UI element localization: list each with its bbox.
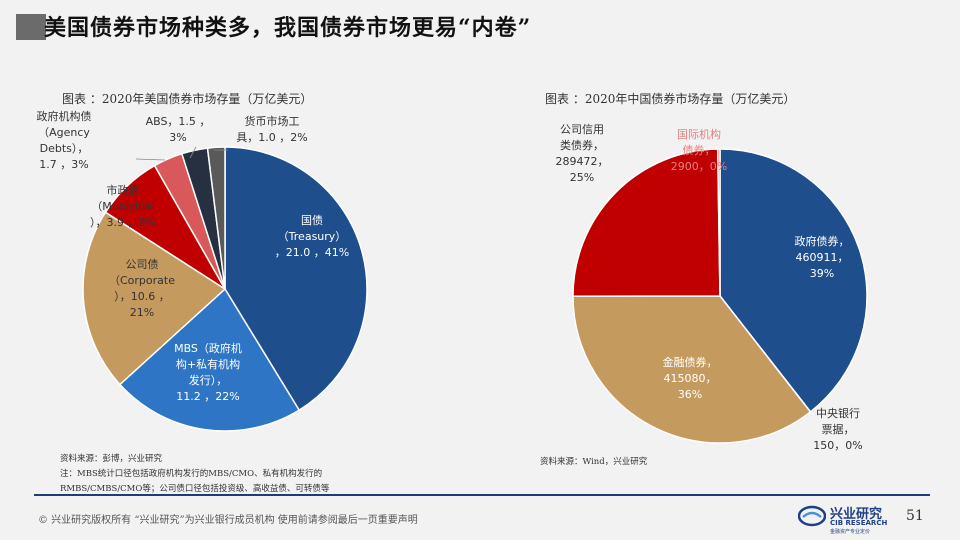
us-slice-label-4: 政府机构债（Agency Debts）， 1.7 ，3% [37, 109, 92, 171]
footer-divider [34, 494, 930, 496]
us-pie-slice-0 [224, 146, 368, 412]
us-pie-slice-1 [118, 287, 301, 432]
cn-slice-label-4: 国际机构债券， 2900，0% [671, 127, 727, 173]
us-pie-slice-2 [82, 211, 227, 386]
us-pie-slice-6 [206, 146, 226, 290]
cn-pie-slice-2 [572, 295, 812, 444]
cn-pie-slice-3 [572, 148, 721, 297]
cn-slice-label-1: 中央银行票据， 150，0% [813, 406, 862, 452]
us-leader-line-0 [135, 158, 166, 161]
us-source: 资料来源：彭博，兴业研究 [60, 454, 163, 464]
logo-cn-text: 兴业研究 [830, 507, 883, 522]
us-leader-line-1 [189, 146, 197, 159]
footer-text: © 兴业研究版权所有 “兴业研究”为兴业银行成员机构 使用前请参阅最后一页重要声… [38, 515, 418, 526]
cn-slice-label-2: 金融债券， 415080， 36% [663, 355, 718, 401]
us-slice-label-0: 国债（Treasury），21.0 ，41% [275, 213, 349, 259]
cn-source: 资料来源：Wind，兴业研究 [540, 457, 648, 467]
us-note-1: 注：MBS统计口径包括政府机构发行的MBS/CMO、私有机构发行的 [60, 469, 323, 479]
us-chart-notes: 资料来源：彭博，兴业研究 注：MBS统计口径包括政府机构发行的MBS/CMO、私… [60, 452, 329, 497]
cib-logo-icon [798, 505, 826, 527]
cn-pie-slice-0 [719, 148, 868, 413]
cn-pie-slice-4 [716, 148, 721, 297]
cn-slice-label-3: 公司信用类债券， 289472， 25% [556, 123, 609, 184]
cib-logo: 兴业研究 CIB RESEARCH 金融资产专业定价 [798, 503, 894, 535]
slide-title: 美国债券市场种类多，我国债券市场更易“内卷” [44, 15, 532, 41]
cn-chart-title: 图表 ：2020年中国债券市场存量（万亿美元） [545, 92, 796, 106]
logo-en-text: CIB RESEARCH [830, 519, 888, 527]
us-slice-label-3: 市政债（Municipal ），3.9 ，8% [90, 183, 156, 229]
cn-slice-label-0: 政府债券， 460911， 39% [795, 234, 850, 280]
us-chart-title: 图表 ：2020年美国债券市场存量（万亿美元） [62, 92, 313, 106]
page-number: 51 [906, 508, 924, 524]
logo-sub-text: 金融资产专业定价 [830, 529, 871, 535]
us-slice-label-5: ABS，1.5 ， 3% [146, 115, 211, 144]
us-slice-label-1: MBS（政府机构+私有机构发行）， 11.2 ，22% [174, 341, 242, 403]
title-marker [16, 14, 46, 40]
us-slice-label-2: 公司债（Corporate ），10.6 ， 21% [109, 257, 175, 319]
us-slice-label-6: 货币市场工具，1.0 ，2% [236, 114, 307, 144]
us-note-2: RMBS/CMBS/CMO等；公司债口径包括投资级、高收益债、可转债等 [60, 484, 330, 494]
